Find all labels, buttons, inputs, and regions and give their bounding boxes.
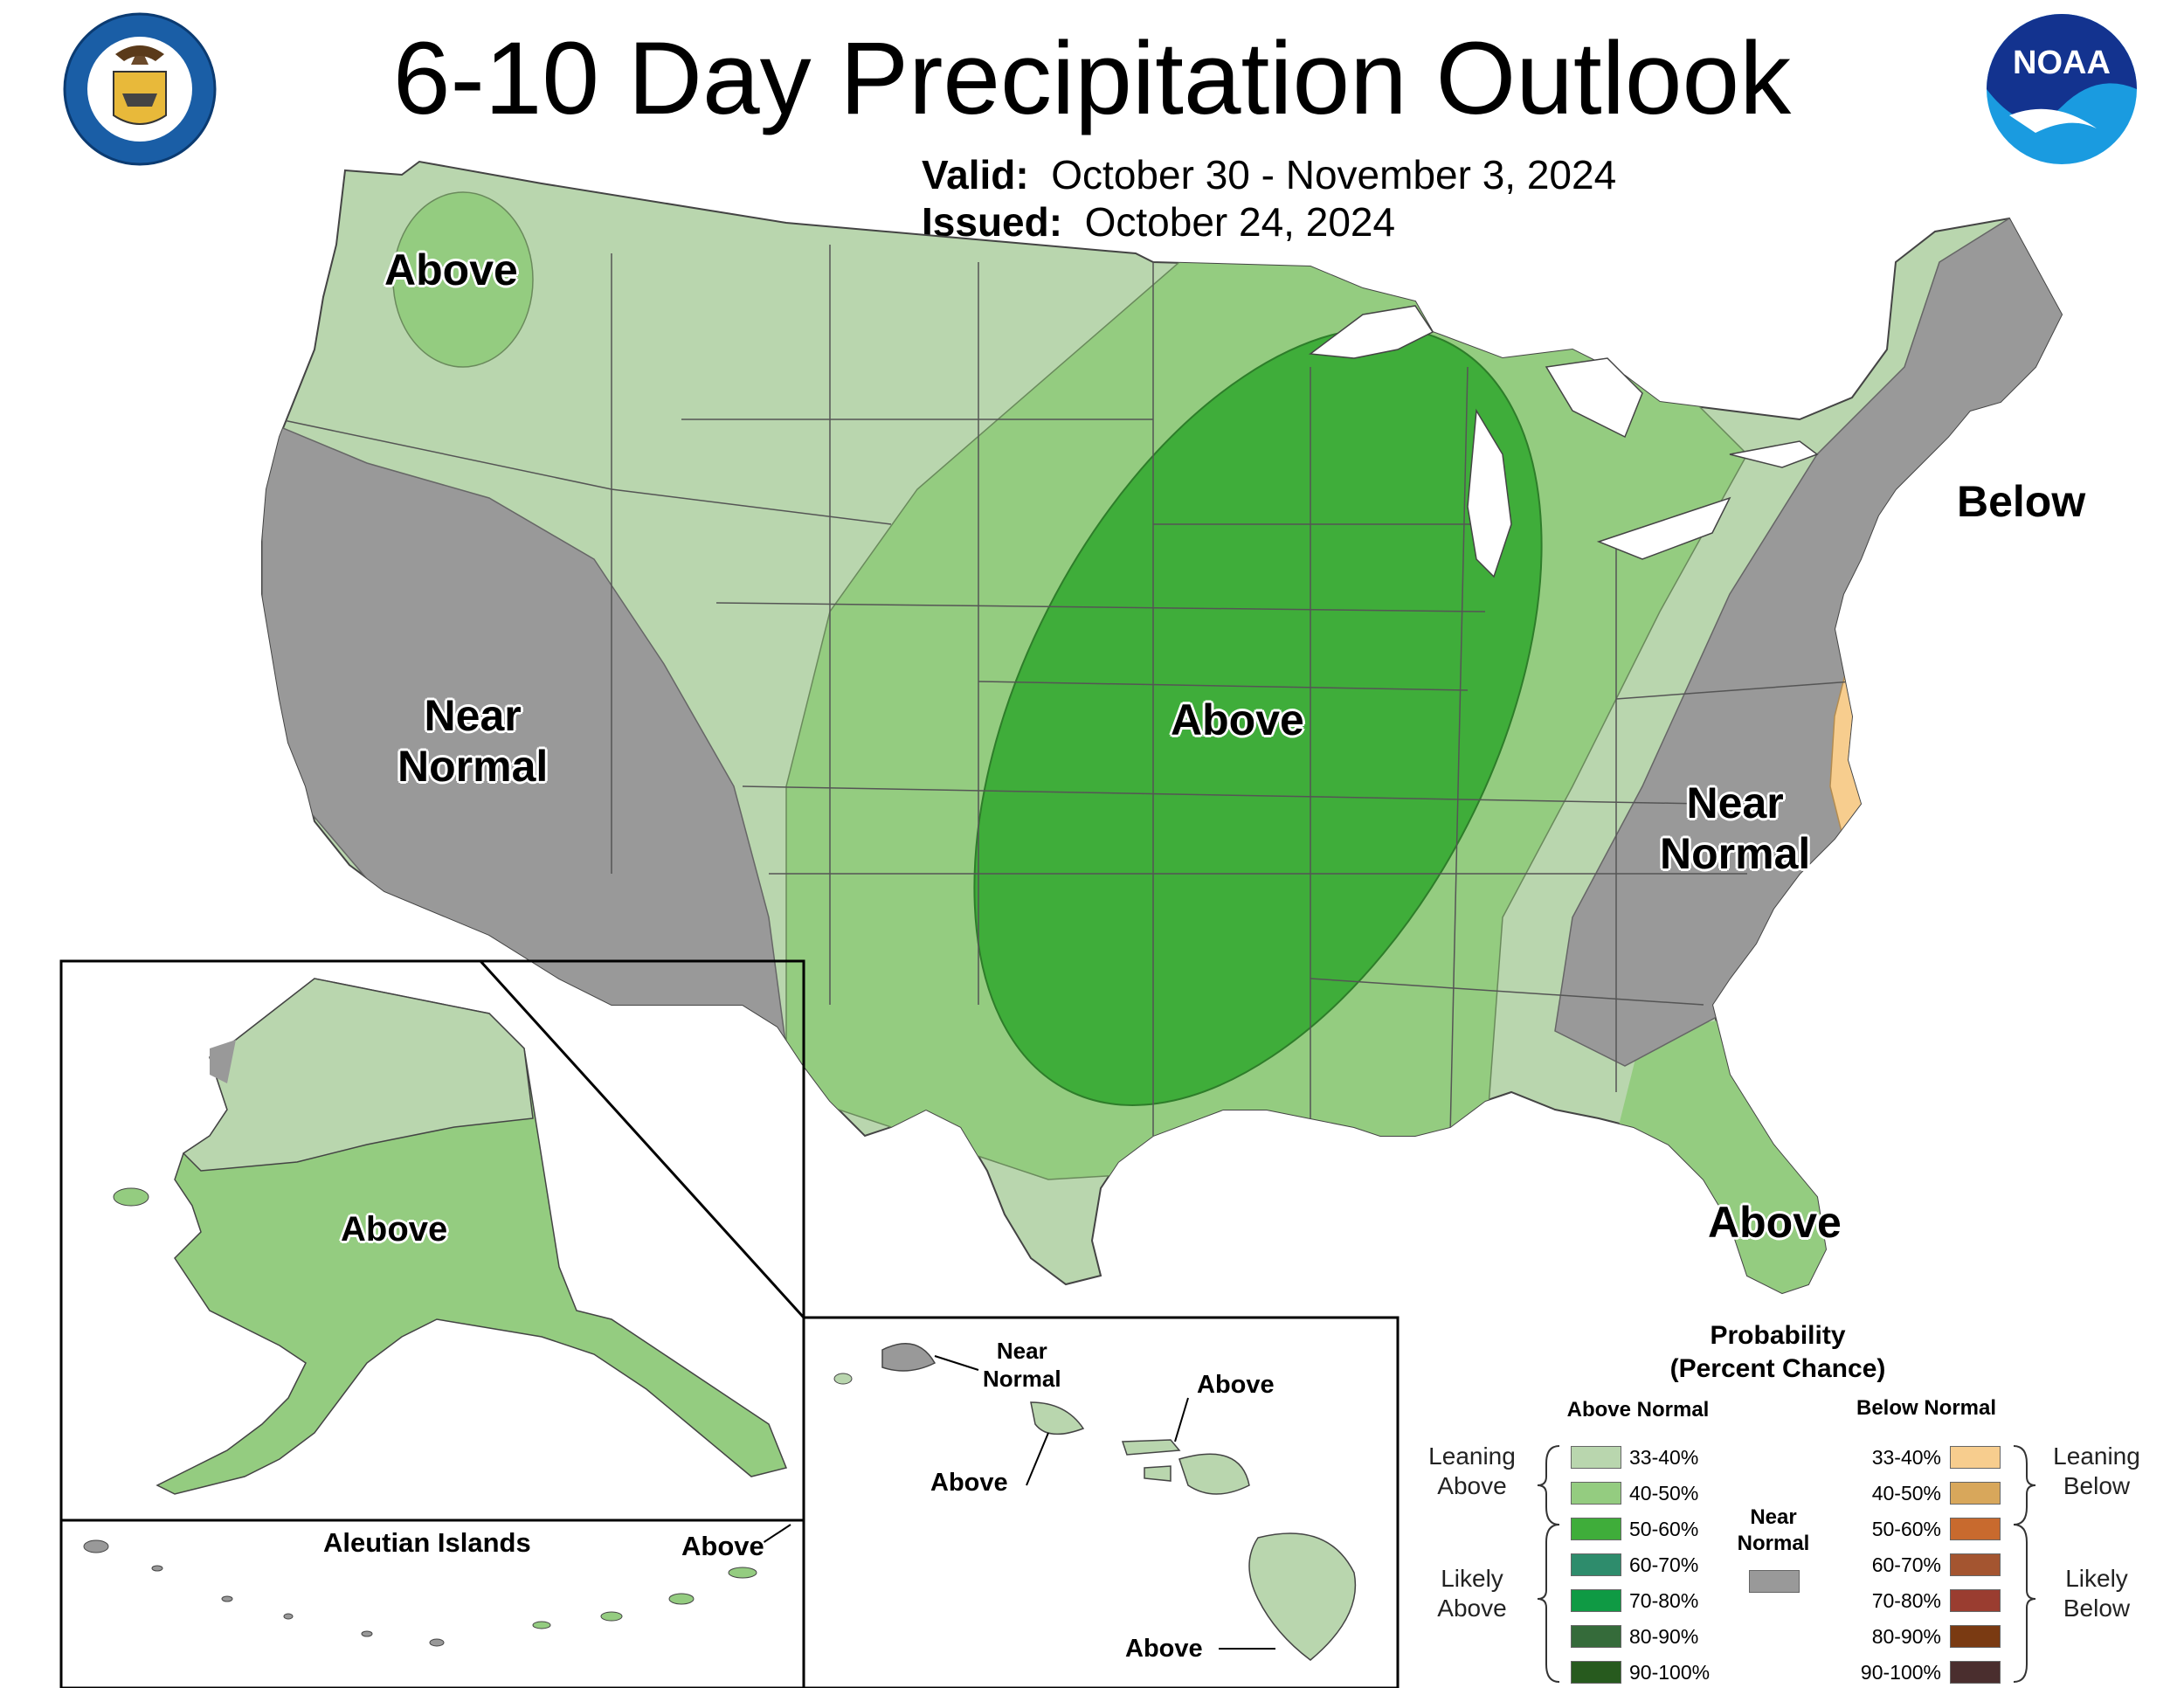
legend-below-label-2: 50-60% <box>1871 1518 1941 1540</box>
noaa-logo: NOAA <box>1987 14 2137 164</box>
legend-below-label-1: 40-50% <box>1871 1482 1941 1505</box>
legend-above-swatch-6 <box>1571 1661 1621 1684</box>
label-hawaii-kauai: Near Normal <box>983 1338 1061 1392</box>
page-title: 6-10 Day Precipitation Outlook <box>392 21 1792 136</box>
legend-likely-above: Likely Above <box>1437 1565 1507 1622</box>
legend-above-label-2: 50-60% <box>1629 1518 1699 1540</box>
legend-below-swatch-0 <box>1950 1446 2001 1469</box>
legend-below-swatch-2 <box>1950 1518 2001 1540</box>
legend-above-swatch-3 <box>1571 1553 1621 1576</box>
legend-leaning-below: Leaning Below <box>2053 1442 2140 1499</box>
valid-value: October 30 - November 3, 2024 <box>1051 152 1617 197</box>
legend-below-label-4: 70-80% <box>1871 1589 1941 1612</box>
legend-near-normal-label: Near Normal <box>1737 1505 1810 1555</box>
label-florida: Above <box>1708 1198 1842 1247</box>
legend-above-swatch-5 <box>1571 1625 1621 1648</box>
label-southeast: Near Normal <box>1660 778 1811 878</box>
label-alaska: Above <box>341 1210 448 1249</box>
label-aleutian-title: Aleutian Islands <box>323 1527 531 1558</box>
issued-line: Issued: October 24, 2024 <box>922 197 1395 246</box>
legend-above-label-3: 60-70% <box>1629 1553 1699 1576</box>
issued-value: October 24, 2024 <box>1084 199 1396 245</box>
legend-below-label-0: 33-40% <box>1871 1446 1941 1469</box>
valid-line: Valid: October 30 - November 3, 2024 <box>922 150 1616 199</box>
commerce-seal-logo <box>63 12 217 166</box>
label-hawaii-big-island: Above <box>1125 1635 1203 1663</box>
legend-below-swatch-3 <box>1950 1553 2001 1576</box>
legend-above-swatch-0 <box>1571 1446 1621 1469</box>
legend-above-label-4: 70-80% <box>1629 1589 1699 1612</box>
legend-above-label-5: 80-90% <box>1629 1625 1699 1648</box>
valid-label: Valid: <box>922 152 1029 197</box>
legend-leaning-above: Leaning Above <box>1428 1442 1516 1499</box>
label-central: Above <box>1171 695 1304 744</box>
legend-above-label-6: 90-100% <box>1629 1661 1711 1684</box>
legend-below-label-6: 90-100% <box>1860 1661 1941 1684</box>
legend-below-swatch-4 <box>1950 1589 2001 1612</box>
legend-title: Probability (Percent Chance) <box>1669 1321 1886 1383</box>
legend-below-header: Below Normal <box>1856 1396 1997 1420</box>
label-west: Near Normal <box>397 691 549 791</box>
legend-likely-below: Likely Below <box>2063 1565 2131 1622</box>
legend-below-label-5: 80-90% <box>1871 1625 1941 1648</box>
legend-above-swatch-4 <box>1571 1589 1621 1612</box>
legend-above-swatch-1 <box>1571 1482 1621 1505</box>
legend-below-label-3: 60-70% <box>1871 1553 1941 1576</box>
label-hawaii-maui: Above <box>1197 1371 1275 1399</box>
legend-below-swatch-6 <box>1950 1661 2001 1684</box>
label-northeast: Below <box>1957 477 2086 526</box>
legend-above-header: Above Normal <box>1566 1398 1710 1422</box>
legend-above-swatch-2 <box>1571 1518 1621 1540</box>
legend-above-label-0: 33-40% <box>1629 1446 1699 1469</box>
label-northwest: Above <box>384 246 518 294</box>
legend-below-swatch-5 <box>1950 1625 2001 1648</box>
noaa-text: NOAA <box>2013 45 2111 81</box>
label-hawaii-oahu: Above <box>930 1469 1008 1497</box>
label-aleutian: Above <box>681 1531 764 1561</box>
legend-near-normal-swatch <box>1749 1570 1800 1593</box>
legend-below-swatch-1 <box>1950 1482 2001 1505</box>
legend-above-label-1: 40-50% <box>1629 1482 1699 1505</box>
